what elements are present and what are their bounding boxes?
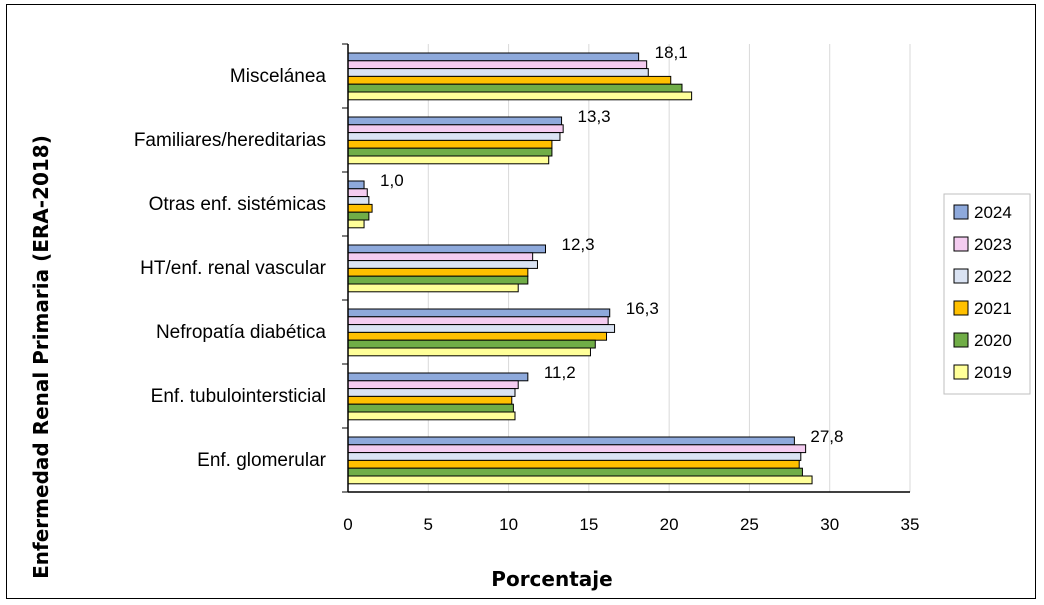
category-label: HT/enf. renal vascular: [140, 258, 327, 279]
category-labels: Miscelánea Familiares/hereditarias Otras e…: [134, 66, 327, 471]
bar: [347, 91, 693, 101]
legend-label: 2022: [974, 267, 1012, 286]
chart-frame: [6, 4, 1036, 599]
bar: [347, 60, 648, 70]
legend-label: 2023: [974, 235, 1012, 254]
data-label: 12,3: [562, 235, 595, 254]
bar: [347, 132, 561, 141]
data-label: 1,0: [380, 171, 404, 190]
bar: [347, 267, 529, 277]
bar: [347, 68, 649, 77]
bar: [347, 459, 800, 469]
bar: [347, 147, 553, 157]
legend-swatch: [953, 204, 969, 220]
bar: [347, 388, 516, 397]
bar: [347, 452, 802, 461]
bar: [347, 324, 616, 333]
legend-swatch: [953, 300, 969, 316]
data-label: 16,3: [626, 299, 659, 318]
bar: [347, 260, 538, 269]
data-label: 18,1: [655, 43, 688, 62]
data-label: 11,2: [544, 363, 576, 382]
bar: [347, 339, 596, 349]
bar: [347, 395, 513, 405]
bar: [347, 444, 807, 454]
bar: [347, 219, 365, 229]
bar: [347, 436, 795, 446]
bar: [347, 316, 609, 326]
bar: [347, 155, 550, 165]
bar: [347, 116, 563, 126]
x-tick-label: 15: [579, 515, 598, 534]
x-tick-label: 35: [901, 515, 920, 534]
bar: [347, 196, 370, 205]
bar: [347, 203, 373, 213]
bar: [347, 83, 683, 93]
x-tick-label: 0: [343, 515, 352, 534]
x-tick-label: 30: [820, 515, 839, 534]
legend-swatch: [953, 268, 969, 284]
bar: [347, 380, 519, 390]
category-label: Enf. tubulointersticial: [151, 386, 326, 407]
legend-label: 2024: [974, 203, 1012, 222]
bar: [347, 347, 591, 357]
data-labels: 18,1 13,3 1,0 12,3 16,3 11,2 27,8: [380, 43, 843, 446]
bars-group: [347, 52, 813, 485]
data-label: 27,8: [810, 427, 843, 446]
y-axis-title: Enfermedad Renal Primaria (ERA-2018): [29, 135, 53, 579]
bar: [347, 331, 608, 341]
bar: [347, 283, 519, 293]
bar: [347, 139, 553, 149]
x-tick-label: 20: [660, 515, 679, 534]
category-label: Familiares/hereditarias: [134, 130, 326, 151]
data-label: 13,3: [578, 107, 611, 126]
category-label: Enf. glomerular: [197, 450, 327, 471]
bar: [347, 308, 611, 318]
bar: [347, 372, 529, 382]
legend-label: 2019: [974, 363, 1012, 382]
bar: [347, 403, 514, 413]
x-tick-label: 25: [740, 515, 759, 534]
x-tick-label: 10: [499, 515, 518, 534]
legend-swatch: [953, 236, 969, 252]
bar: [347, 180, 365, 190]
axes: [342, 43, 910, 493]
bar: [347, 411, 516, 421]
legend-label: 2021: [974, 299, 1012, 318]
legend-swatch: [953, 332, 969, 348]
bar: [347, 52, 640, 62]
bar: [347, 467, 803, 477]
bar: [347, 252, 534, 262]
legend-box: [943, 193, 1031, 395]
x-tick-labels: 0 5 10 15 20 25 30 35: [343, 515, 919, 534]
bar: [347, 244, 547, 254]
bar: [347, 211, 370, 221]
bar: [347, 475, 813, 485]
bar: [347, 275, 529, 285]
category-label: Miscelánea: [230, 66, 327, 87]
bar: [347, 188, 368, 198]
x-axis-title: Porcentaje: [491, 567, 612, 591]
x-tick-label: 5: [424, 515, 433, 534]
category-label: Otras enf. sistémicas: [149, 194, 326, 215]
legend: 2024 2023 2022 2021 2020 2019: [943, 193, 1031, 395]
category-label: Nefropatía diabética: [156, 322, 326, 343]
bar: [347, 124, 564, 134]
legend-label: 2020: [974, 331, 1012, 350]
legend-swatch: [953, 364, 969, 380]
bar: [347, 75, 672, 85]
